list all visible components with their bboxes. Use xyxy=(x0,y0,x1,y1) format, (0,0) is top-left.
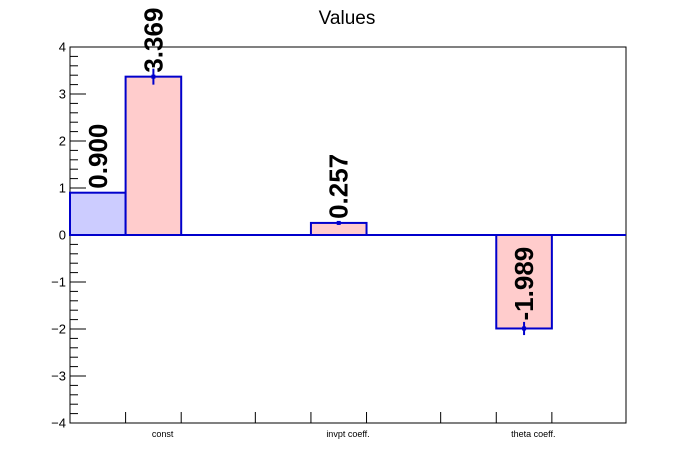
data-label: 3.369 xyxy=(138,8,168,73)
error-bar-marker xyxy=(151,74,156,79)
y-tick-label: 2 xyxy=(59,134,66,149)
x-axis: const invpt coeff. theta coeff. xyxy=(125,412,556,439)
x-category-label: invpt coeff. xyxy=(326,429,369,439)
error-bar-marker xyxy=(522,326,527,331)
bar xyxy=(495,234,553,330)
data-label: -1.989 xyxy=(509,247,539,321)
y-tick-label: 4 xyxy=(59,40,66,55)
data-label: 0.900 xyxy=(83,124,113,189)
y-tick-label: 1 xyxy=(59,181,66,196)
bars xyxy=(69,75,553,330)
y-tick-label: −2 xyxy=(51,322,66,337)
y-tick-label: 0 xyxy=(59,228,66,243)
x-category-label: theta coeff. xyxy=(511,429,555,439)
data-label: 0.257 xyxy=(324,154,354,219)
data-labels: 0.900 3.369 0.257 -1.989 xyxy=(83,8,539,321)
y-tick-label: −4 xyxy=(51,416,66,431)
x-category-label: const xyxy=(152,429,174,439)
y-axis: −4 −3 −2 −1 0 1 2 3 4 xyxy=(51,40,86,431)
bar xyxy=(69,191,127,236)
bar xyxy=(124,75,183,236)
y-tick-label: −1 xyxy=(51,275,66,290)
chart-title: Values xyxy=(319,8,376,29)
error-bar-marker xyxy=(336,220,341,225)
y-tick-label: 3 xyxy=(59,87,66,102)
error-bars xyxy=(151,68,527,336)
y-tick-label: −3 xyxy=(51,369,66,384)
